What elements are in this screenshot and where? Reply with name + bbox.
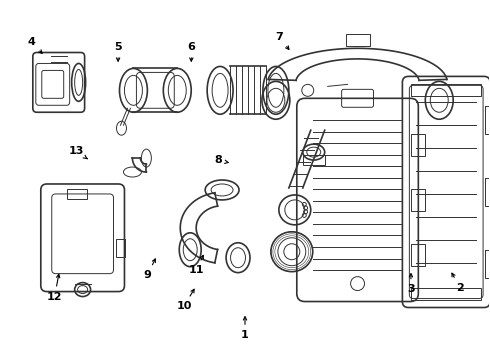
Bar — [67, 189, 87, 199]
Text: 8: 8 — [214, 155, 228, 165]
Text: 11: 11 — [189, 255, 204, 275]
Bar — [412, 244, 425, 266]
Bar — [485, 250, 490, 278]
Text: 10: 10 — [176, 289, 194, 311]
Bar — [412, 84, 481, 96]
Bar — [116, 239, 125, 257]
Text: 6: 6 — [187, 42, 195, 61]
Text: 9: 9 — [144, 259, 155, 280]
Text: 2: 2 — [452, 273, 464, 293]
Text: 3: 3 — [407, 274, 415, 294]
Bar — [303, 155, 325, 165]
Text: 7: 7 — [275, 32, 289, 49]
Text: 13: 13 — [69, 146, 87, 159]
Text: 4: 4 — [27, 37, 42, 53]
Bar — [345, 34, 369, 46]
Text: 5: 5 — [114, 42, 122, 61]
Text: 1: 1 — [241, 317, 249, 340]
Bar — [485, 106, 490, 134]
Bar — [412, 288, 481, 300]
Bar — [412, 189, 425, 211]
Text: 12: 12 — [47, 274, 62, 302]
Bar — [412, 134, 425, 156]
Bar — [485, 178, 490, 206]
